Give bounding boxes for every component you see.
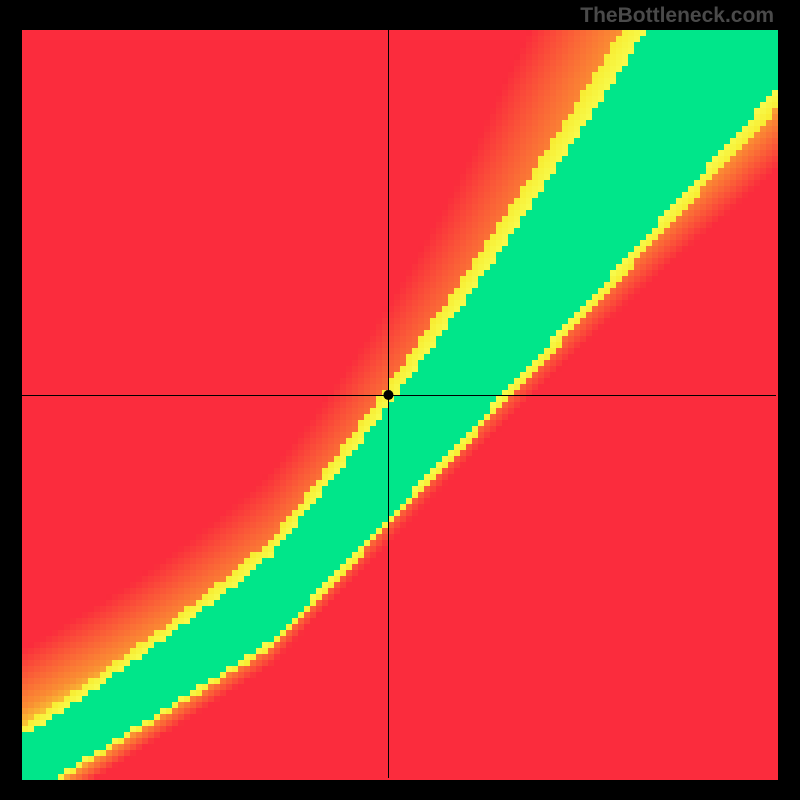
watermark-text: TheBottleneck.com xyxy=(580,4,774,28)
bottleneck-heatmap xyxy=(0,0,800,800)
chart-container: TheBottleneck.com xyxy=(0,0,800,800)
